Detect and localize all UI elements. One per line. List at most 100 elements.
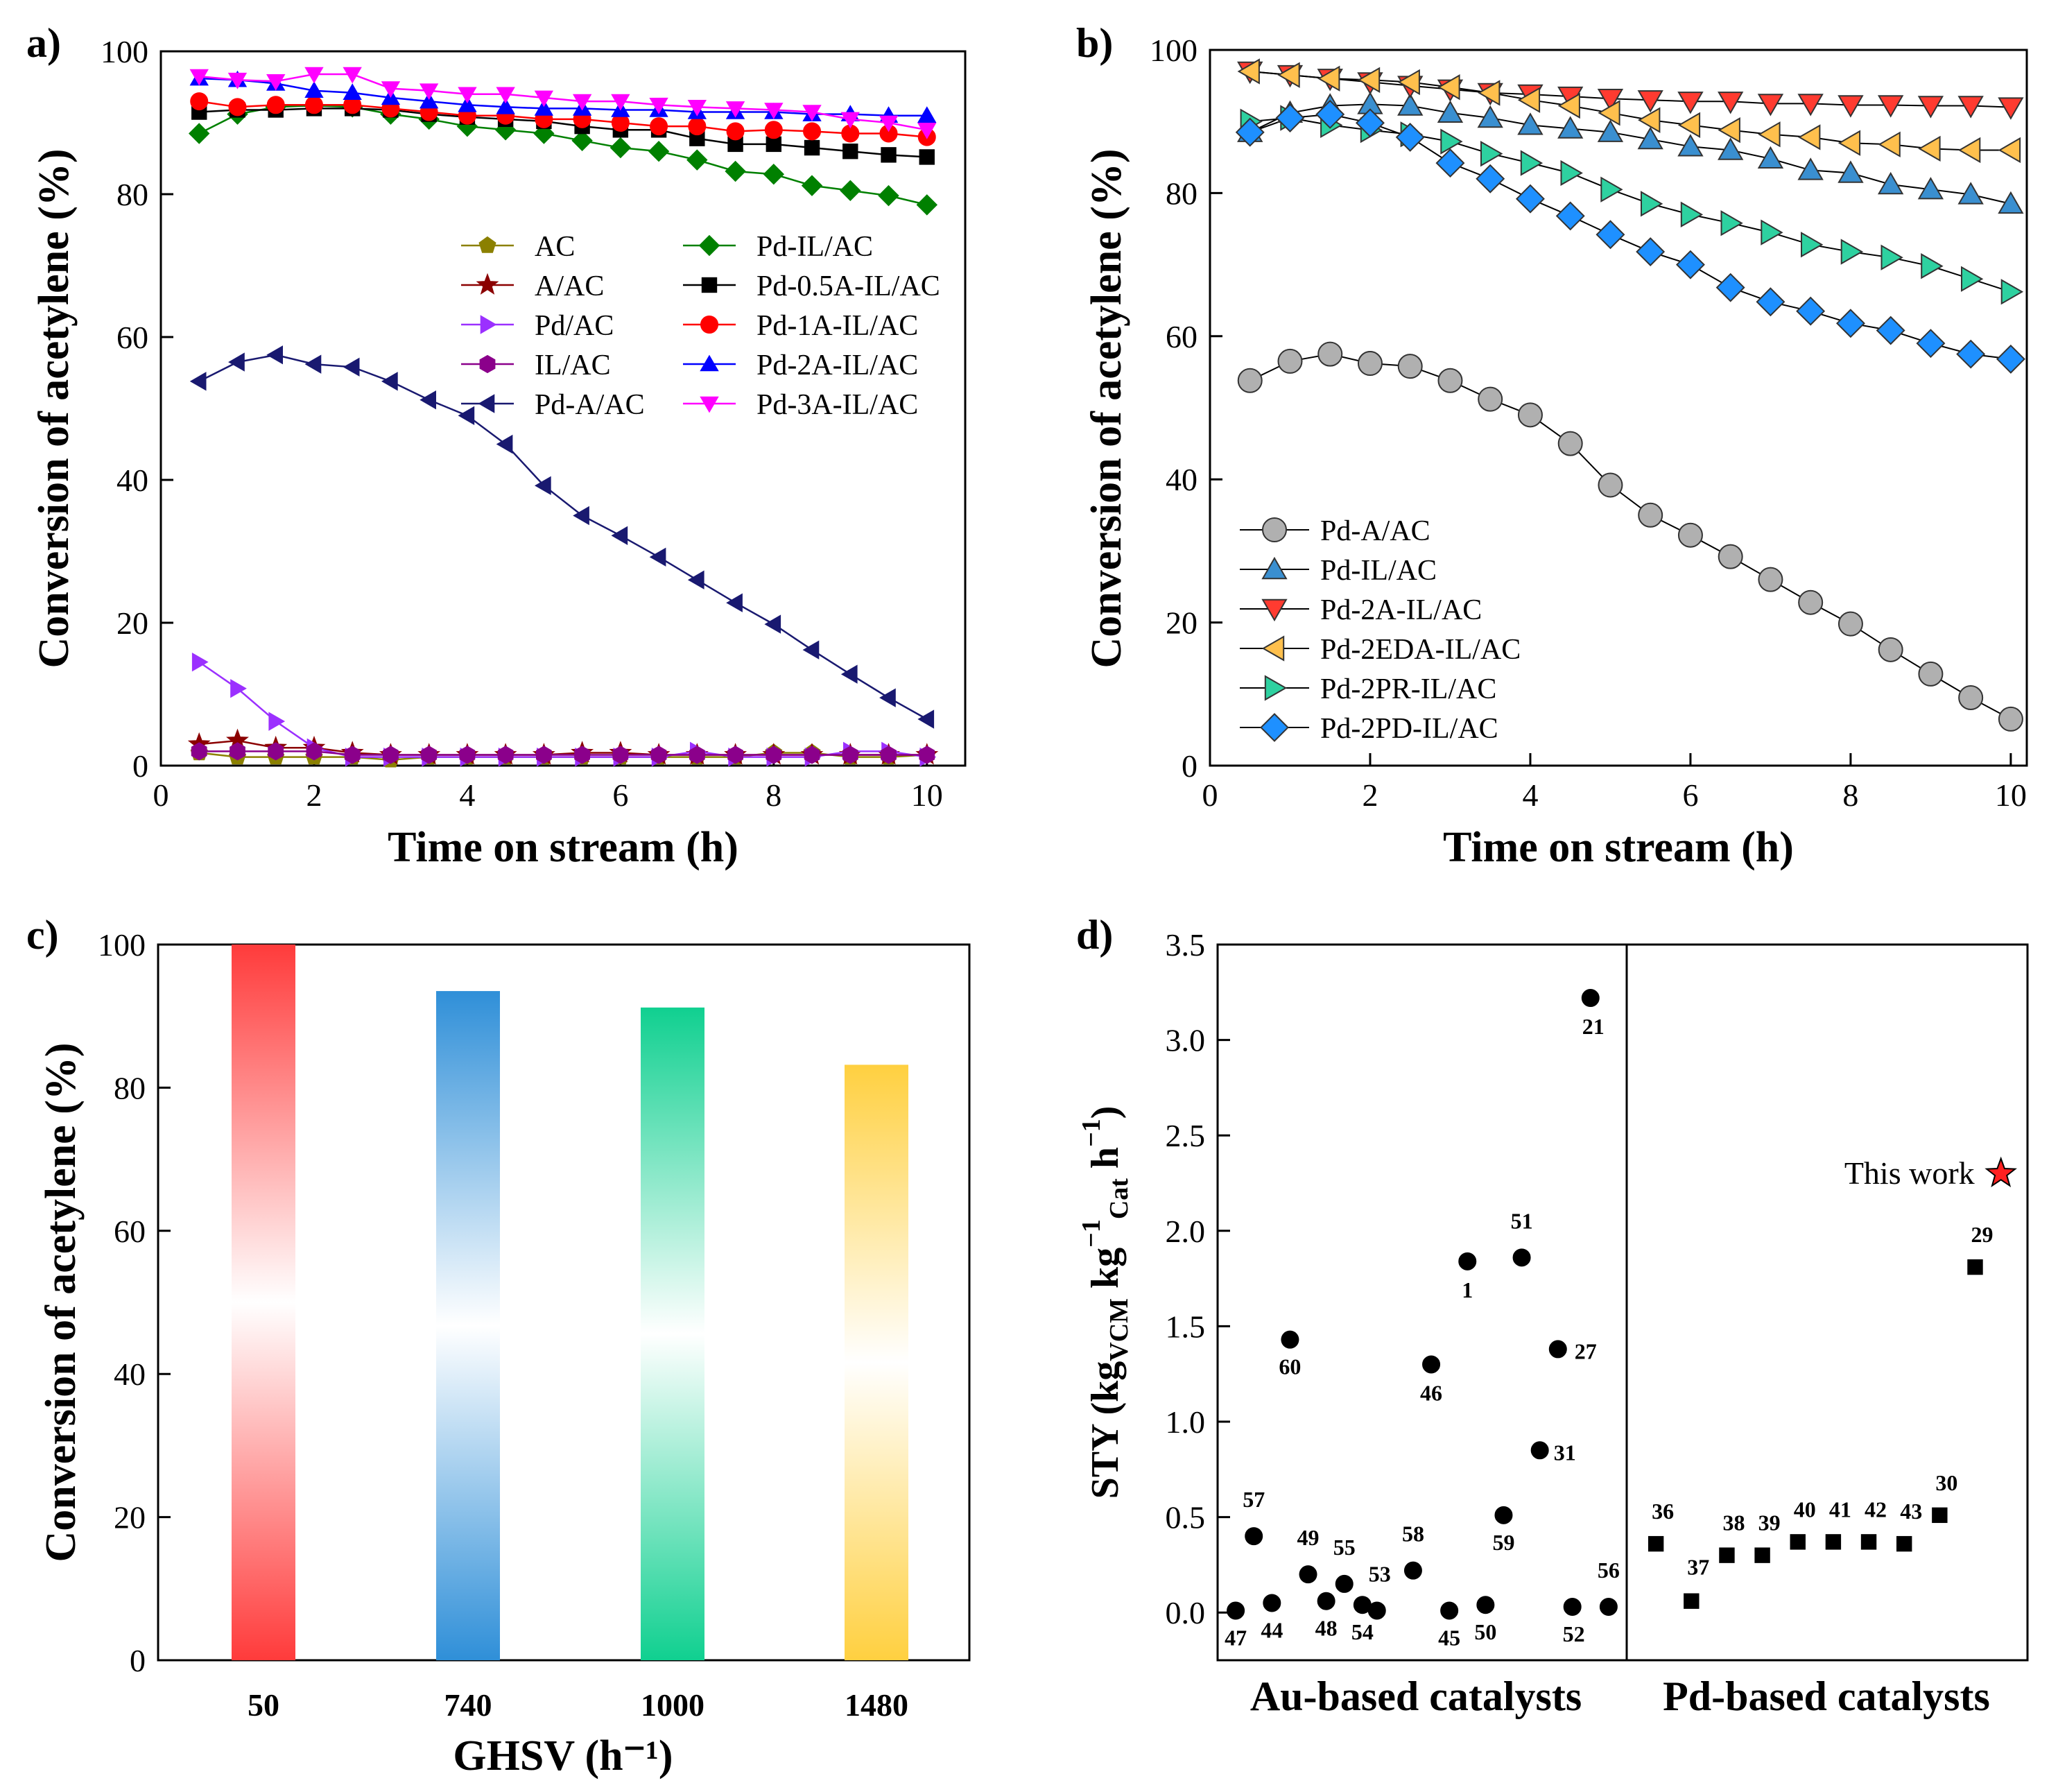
point-pd-il-ac [1877,171,1904,195]
panel-a-ytick-label: 80 [116,177,148,212]
point-pd-3a-il-ac [611,94,630,111]
point-pd-il-ac [1677,134,1704,157]
point-pd-2a-il-ac [1838,95,1864,118]
point-pd-3a-il-ac [764,103,784,119]
point-pd-a-ac [840,664,858,684]
point-pd-ac [268,712,286,731]
point-pd-2pr-il-ac [1440,128,1463,155]
point-il-ac [421,746,438,764]
legend-label-pd-1a-il-ac: Pd-1A-IL/AC [756,310,918,342]
point-pd-il-ac [1437,100,1464,123]
panel-c-ytick-label: 20 [114,1500,146,1535]
point-pd-2pd-il-ac [1715,273,1745,302]
point-pd-2pd-il-ac [1796,296,1826,326]
panel-a-label: a) [26,20,61,66]
panel-c-ytick-label: 0 [130,1643,146,1678]
point-pd-il-ac [1998,191,2024,214]
panel-c-xtick-label: 1480 [845,1687,908,1723]
point-pd-2pr-il-ac [1921,252,1944,279]
pd-point-42 [1860,1534,1877,1550]
point-pd-2pr-il-ac [1880,244,1903,270]
point-pd-a-ac [1557,431,1583,456]
point-pd-2pr-il-ac [1761,219,1783,245]
point-pd-a-ac [1677,522,1703,548]
panel-d-ytick-label: 1.5 [1166,1309,1206,1344]
au-label-54: 54 [1351,1619,1374,1644]
point-pd-2pr-il-ac [2000,279,2024,305]
point-pd-a-ac [1598,472,1623,498]
point-pd-3a-il-ac [419,83,439,101]
point-pd-2pd-il-ac [1355,108,1385,138]
panel-b-frame [1209,49,2028,767]
legend-label-pd-2pd-il-ac: Pd-2PD-IL/AC [1320,713,1498,745]
legend-label-pd-il-ac: Pd-IL/AC [1320,555,1437,587]
pd-point-39 [1754,1547,1770,1563]
point-pd-il-ac [763,163,785,185]
point-pd-0-5a-il-ac [804,139,820,156]
au-label-55: 55 [1333,1535,1356,1560]
legend-label-pd-2a-il-ac: Pd-2A-IL/AC [1320,594,1482,626]
panel-a-ytick-label: 40 [116,463,148,498]
panel-d-label: d) [1076,912,1113,958]
point-pd-2pd-il-ac [1395,122,1425,152]
panel-a-ylabel: Conversion of acetylene (%) [31,149,78,669]
point-pd-il-ac [1597,119,1624,142]
point-pd-a-ac [879,688,896,707]
point-pd-3a-il-ac [304,67,324,84]
point-pd-3a-il-ac [879,115,899,132]
au-point-51 [1512,1248,1531,1267]
legend-label-pd-2a-il-ac: Pd-2A-IL/AC [756,350,918,381]
legend-label-pd-0-5a-il-ac: Pd-0.5A-IL/AC [756,270,940,302]
point-pd-il-ac [916,194,938,216]
legend-marker-a-ac [476,273,499,295]
point-pd-2eda-il-ac [1357,67,1381,94]
au-point-55 [1335,1574,1354,1593]
point-pd-il-ac [1797,157,1824,180]
point-pd-2a-il-ac [458,95,477,112]
point-pd-1a-il-ac [228,98,247,117]
point-pd-il-ac [609,137,632,159]
au-label-48: 48 [1315,1616,1338,1641]
au-label-50: 50 [1474,1619,1496,1644]
panel-c-xlabel: GHSV (h⁻¹) [453,1732,673,1780]
point-il-ac [497,746,514,764]
legend-marker-pd-2a-il-ac [700,354,719,372]
au-point-56 [1599,1597,1618,1616]
point-pd-a-ac [189,372,207,391]
point-pd-2eda-il-ac [1958,137,1981,164]
point-il-ac [881,746,897,764]
panel-b-ytick-label: 20 [1166,605,1197,641]
point-pd-2eda-il-ac [1838,130,1861,156]
legend-marker-pd-il-ac [698,234,720,257]
panel-b-xtick-label: 4 [1522,777,1538,813]
point-pd-2pr-il-ac [1720,210,1743,236]
point-pd-2eda-il-ac [1517,87,1541,113]
point-pd-2eda-il-ac [1718,117,1740,144]
point-pd-il-ac [188,123,210,144]
pd-label-29: 29 [1971,1222,1994,1247]
point-pd-0-5a-il-ac [766,136,782,153]
panel-a-ytick-label: 0 [132,748,148,784]
point-pd-il-ac [1477,105,1503,128]
point-pd-a-ac [1277,348,1303,374]
point-pd-2pr-il-ac [1801,232,1824,258]
point-pd-2a-il-ac [1637,90,1663,113]
au-point-48 [1317,1592,1335,1610]
point-pd-2pd-il-ac [1315,99,1345,129]
point-pd-2pd-il-ac [1596,220,1625,250]
point-pd-a-ac [1317,341,1343,367]
point-il-ac [459,746,476,764]
panel-b-ytick-label: 80 [1166,175,1197,211]
panel-d: d) 0.0 0.5 1.0 1.5 2.0 2.5 3.0 3.5 47 57 44 60 49 48… [1076,912,2029,1719]
point-pd-2eda-il-ac [1237,58,1260,85]
au-label-44: 44 [1261,1617,1283,1642]
point-pd-il-ac [840,180,861,202]
point-pd-3a-il-ac [227,72,248,89]
point-il-ac [191,742,207,761]
point-pd-il-ac [1957,182,1984,205]
point-pd-a-ac [1958,684,1984,710]
point-pd-2a-il-ac [1877,95,1904,118]
point-pd-a-ac [802,640,820,660]
point-pd-2a-il-ac [1797,94,1824,117]
